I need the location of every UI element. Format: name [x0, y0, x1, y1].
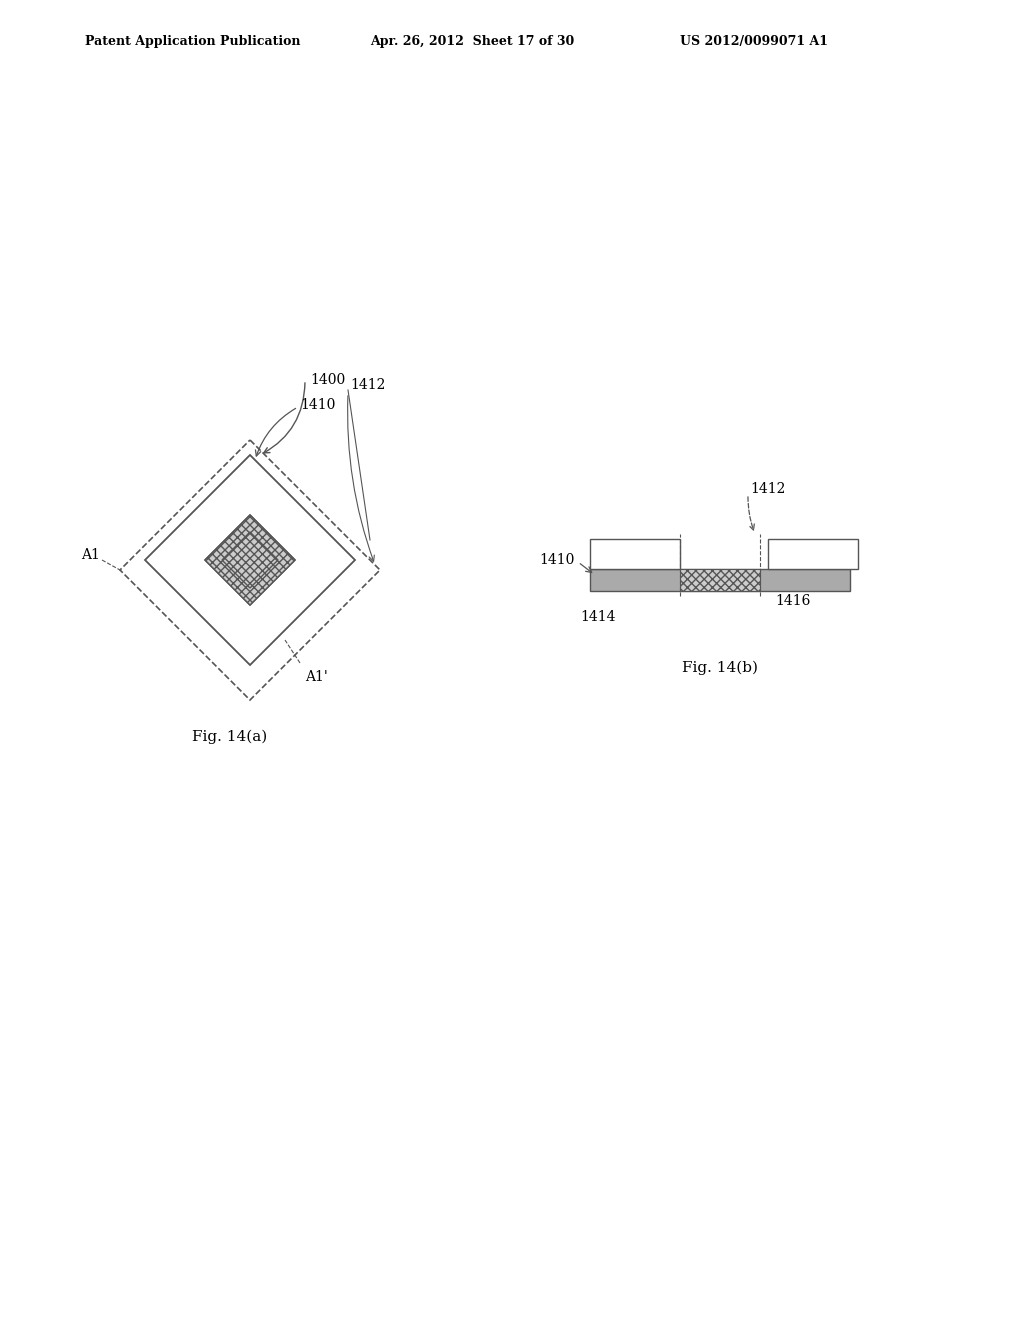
Text: A1: A1 — [81, 548, 100, 562]
Text: Patent Application Publication: Patent Application Publication — [85, 36, 300, 48]
Text: A1': A1' — [305, 671, 328, 684]
Text: 1412: 1412 — [350, 378, 385, 392]
Text: 1410: 1410 — [300, 399, 336, 412]
Text: Apr. 26, 2012  Sheet 17 of 30: Apr. 26, 2012 Sheet 17 of 30 — [370, 36, 574, 48]
Bar — [590, 569, 850, 591]
Text: 1400: 1400 — [310, 374, 345, 387]
Text: 1414: 1414 — [580, 610, 615, 624]
Bar — [768, 539, 858, 569]
Text: 1412: 1412 — [750, 482, 785, 496]
Polygon shape — [205, 515, 295, 605]
Text: 1410: 1410 — [540, 553, 575, 568]
Text: US 2012/0099071 A1: US 2012/0099071 A1 — [680, 36, 828, 48]
Bar — [680, 569, 760, 591]
Text: 1416: 1416 — [775, 594, 810, 609]
Polygon shape — [205, 515, 295, 605]
Text: Fig. 14(a): Fig. 14(a) — [193, 730, 267, 744]
Text: Fig. 14(b): Fig. 14(b) — [682, 661, 758, 676]
Bar — [590, 539, 680, 569]
